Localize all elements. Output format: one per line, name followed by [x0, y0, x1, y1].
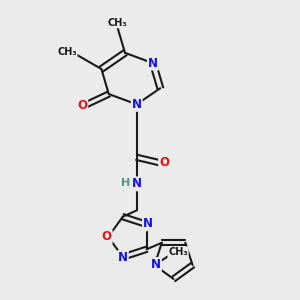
Text: N: N	[143, 217, 153, 230]
Text: N: N	[132, 98, 142, 111]
Text: N: N	[151, 258, 161, 271]
Text: CH₃: CH₃	[107, 17, 127, 28]
Text: H: H	[121, 178, 130, 188]
Text: O: O	[102, 230, 112, 243]
Text: CH₃: CH₃	[168, 247, 188, 257]
Text: N: N	[148, 57, 158, 70]
Text: O: O	[77, 99, 87, 112]
Text: CH₃: CH₃	[57, 47, 77, 57]
Text: N: N	[118, 251, 128, 264]
Text: O: O	[159, 156, 169, 169]
Text: N: N	[132, 177, 142, 190]
